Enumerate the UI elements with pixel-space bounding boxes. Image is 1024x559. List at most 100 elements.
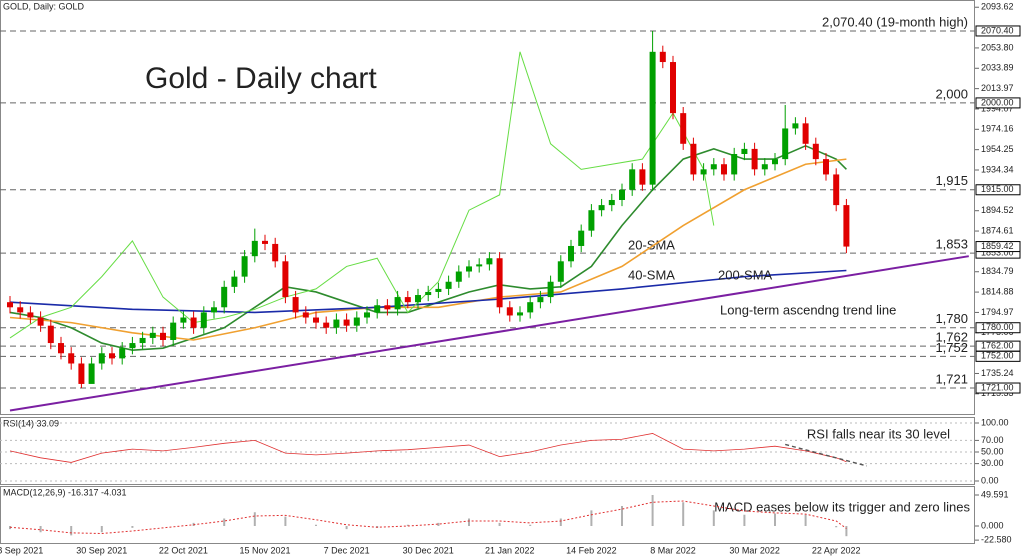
x-tick-label: 8 Sep 2021 bbox=[0, 545, 43, 555]
candle-body bbox=[119, 348, 126, 359]
candle-body bbox=[690, 143, 697, 175]
candle-body bbox=[88, 363, 95, 384]
candle-body bbox=[190, 317, 197, 328]
candle-body bbox=[649, 51, 656, 185]
candle-body bbox=[415, 295, 421, 303]
candle-body bbox=[353, 317, 360, 326]
candle-body bbox=[823, 159, 829, 175]
macd-bar bbox=[590, 510, 593, 526]
x-tick-label: 7 Dec 2021 bbox=[324, 545, 370, 555]
y-tick-label: 1735.24 bbox=[981, 368, 1014, 378]
y-tick-label: 2033.89 bbox=[981, 63, 1014, 73]
macd-bar bbox=[100, 526, 103, 533]
y-tick-label: 100.00 bbox=[981, 417, 1009, 427]
x-tick-label: 30 Dec 2021 bbox=[403, 545, 454, 555]
level-label: 1915.00 bbox=[981, 184, 1014, 194]
candle-body bbox=[802, 123, 809, 144]
candle-body bbox=[323, 322, 330, 328]
candle-body bbox=[557, 261, 564, 282]
y-tick-label: 1974.16 bbox=[981, 124, 1014, 134]
macd-bar bbox=[39, 526, 42, 533]
macd-bar bbox=[621, 506, 623, 526]
y-tick-label: 1934.34 bbox=[981, 164, 1014, 174]
candle-body bbox=[619, 189, 625, 200]
candle-body bbox=[180, 317, 187, 323]
candle-body bbox=[170, 322, 177, 340]
rsi-annotation: RSI falls near its 30 level bbox=[807, 426, 950, 441]
x-tick-label: 22 Apr 2022 bbox=[812, 545, 861, 555]
macd-bar bbox=[468, 518, 470, 526]
indicator-line bbox=[9, 51, 715, 339]
macd-bar bbox=[345, 526, 348, 530]
candle-body bbox=[160, 332, 166, 340]
candle-body bbox=[629, 169, 636, 190]
macd-bar bbox=[406, 524, 409, 526]
candle-body bbox=[659, 51, 666, 63]
level-box bbox=[975, 97, 1021, 109]
level-annotation: 1,721 bbox=[935, 371, 968, 386]
candle-body bbox=[670, 62, 676, 114]
candle-body bbox=[221, 286, 228, 308]
chart-title: Gold - Daily chart bbox=[145, 62, 377, 95]
level-label: 2000.00 bbox=[981, 97, 1014, 107]
chart-subtitle: GOLD, Daily: GOLD bbox=[3, 1, 85, 11]
macd-bar bbox=[743, 514, 746, 526]
y-tick-label: 2013.97 bbox=[981, 83, 1014, 93]
candle-body bbox=[547, 281, 554, 298]
candle-body bbox=[241, 256, 248, 277]
candle-body bbox=[527, 302, 534, 313]
macd-bar bbox=[835, 526, 838, 528]
candle-body bbox=[231, 276, 238, 287]
macd-bar bbox=[804, 514, 807, 526]
candle-body bbox=[445, 281, 452, 289]
macd-bar bbox=[682, 502, 685, 526]
y-tick-label: 30.00 bbox=[981, 458, 1004, 468]
price-panel bbox=[0, 0, 975, 415]
rsi-trendline bbox=[785, 443, 867, 467]
trendline bbox=[9, 255, 969, 412]
macd-annotation: MACD eases below its trigger and zero li… bbox=[714, 499, 970, 514]
candle-body bbox=[58, 343, 64, 354]
macd-bar bbox=[712, 510, 715, 526]
candle-body bbox=[98, 353, 105, 364]
macd-bar bbox=[845, 526, 848, 537]
level-box bbox=[975, 382, 1021, 394]
candle-body bbox=[588, 210, 595, 231]
x-tick-label: 22 Oct 2021 bbox=[159, 545, 208, 555]
level-annotation: 1,853 bbox=[935, 237, 968, 252]
last-price-label: 1859.42 bbox=[981, 241, 1014, 251]
y-tick-label: 1814.88 bbox=[981, 286, 1014, 296]
macd-bar bbox=[559, 518, 562, 526]
level-box bbox=[975, 25, 1021, 37]
rsi-panel bbox=[0, 417, 975, 485]
x-tick-label: 30 Mar 2022 bbox=[729, 545, 780, 555]
y-tick-label: 1954.25 bbox=[981, 144, 1014, 154]
y-tick-label: 49.591 bbox=[981, 489, 1009, 499]
trendline-label: Long-term ascendng trend line bbox=[720, 302, 896, 317]
candle-body bbox=[129, 343, 136, 349]
candle-body bbox=[27, 312, 34, 318]
candle-body bbox=[741, 148, 748, 155]
y-tick-label: 50.00 bbox=[981, 446, 1004, 456]
rsi-line bbox=[9, 433, 847, 463]
candle-body bbox=[721, 164, 727, 175]
candle-body bbox=[506, 307, 513, 316]
level-label: 1853.00 bbox=[981, 248, 1014, 258]
y-tick-label: 1894.52 bbox=[981, 205, 1014, 215]
candle-body bbox=[149, 332, 156, 338]
candle-body bbox=[537, 297, 544, 303]
x-tick-label: 8 Mar 2022 bbox=[650, 545, 696, 555]
candle-body bbox=[302, 312, 309, 318]
candle-body bbox=[37, 317, 44, 326]
candle-body bbox=[374, 305, 381, 313]
candle-body bbox=[792, 123, 799, 129]
candle-body bbox=[455, 271, 462, 282]
x-tick-label: 21 Jan 2022 bbox=[485, 545, 535, 555]
level-annotation: 2,070.40 (19-month high) bbox=[822, 14, 968, 29]
macd-bar bbox=[253, 512, 256, 526]
candle-body bbox=[761, 164, 768, 170]
candle-body bbox=[272, 243, 279, 262]
candle-body bbox=[598, 205, 605, 211]
candle-body bbox=[68, 353, 75, 364]
indicator-line bbox=[9, 269, 847, 314]
